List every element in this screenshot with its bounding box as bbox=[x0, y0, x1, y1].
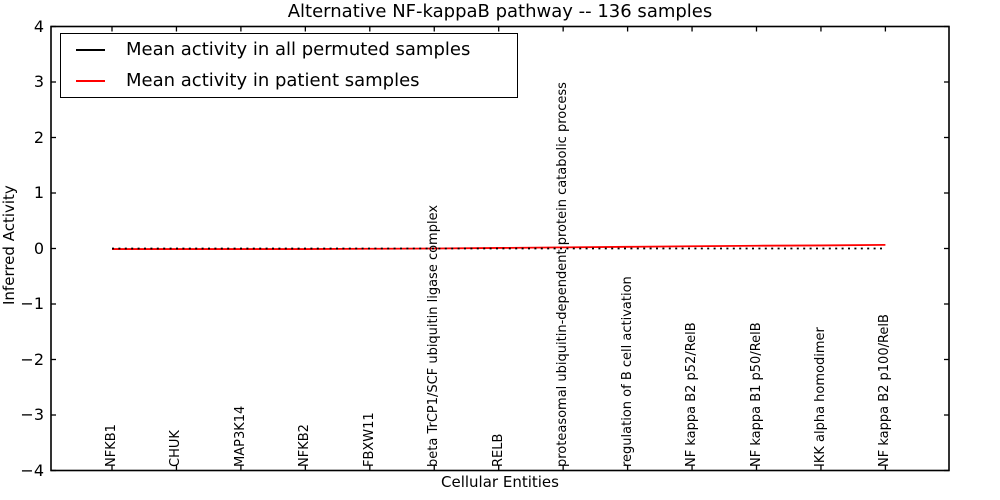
x-tick-label: IKK alpha homodimer bbox=[812, 327, 828, 467]
x-tick-label: NFKB1 bbox=[104, 424, 119, 467]
legend-line-swatch bbox=[76, 80, 105, 83]
x-tick-label: beta TrCP1/SCF ubiquitin ligase complex bbox=[426, 204, 442, 467]
x-tick-label: MAP3K14 bbox=[232, 405, 248, 467]
x-axis-label: Cellular Entities bbox=[441, 473, 559, 491]
y-tick-label: −3 bbox=[20, 405, 44, 424]
y-tick-label: 4 bbox=[33, 16, 44, 36]
x-tick-label: CHUK bbox=[168, 430, 184, 467]
y-tick-label: −2 bbox=[20, 349, 44, 369]
legend-item: Mean activity in all permuted samples bbox=[61, 39, 517, 61]
x-tick-label: regulation of B cell activation bbox=[619, 276, 635, 467]
legend-label: Mean activity in patient samples bbox=[126, 70, 420, 92]
legend-item: Mean activity in patient samples bbox=[61, 70, 517, 92]
x-tick-label: proteasomal ubiquitin-dependent protein … bbox=[555, 82, 571, 467]
x-tick-label: NF kappa B2 p100/RelB bbox=[877, 314, 893, 467]
legend: Mean activity in all permuted samples Mea… bbox=[60, 33, 518, 98]
y-tick-label: 1 bbox=[33, 183, 44, 202]
y-tick-label: 2 bbox=[33, 127, 44, 147]
x-tick-label: NF kappa B1 p50/RelB bbox=[748, 322, 764, 467]
y-tick-label: 3 bbox=[33, 72, 44, 91]
legend-line-swatch bbox=[76, 48, 105, 51]
chart-title: Alternative NF-kappaB pathway -- 136 sam… bbox=[287, 1, 713, 22]
y-tick-label: −4 bbox=[20, 460, 44, 480]
x-tick-label: RELB bbox=[490, 433, 506, 467]
series-line bbox=[112, 243, 886, 250]
y-tick-label: 0 bbox=[33, 238, 44, 258]
x-tick-label: NF kappa B2 p52/RelB bbox=[684, 322, 700, 467]
y-tick-label: −1 bbox=[20, 294, 44, 313]
x-tick-label: NFKB2 bbox=[297, 424, 313, 467]
x-tick-label: FBXW11 bbox=[361, 412, 377, 467]
legend-label: Mean activity in all permuted samples bbox=[126, 38, 471, 60]
